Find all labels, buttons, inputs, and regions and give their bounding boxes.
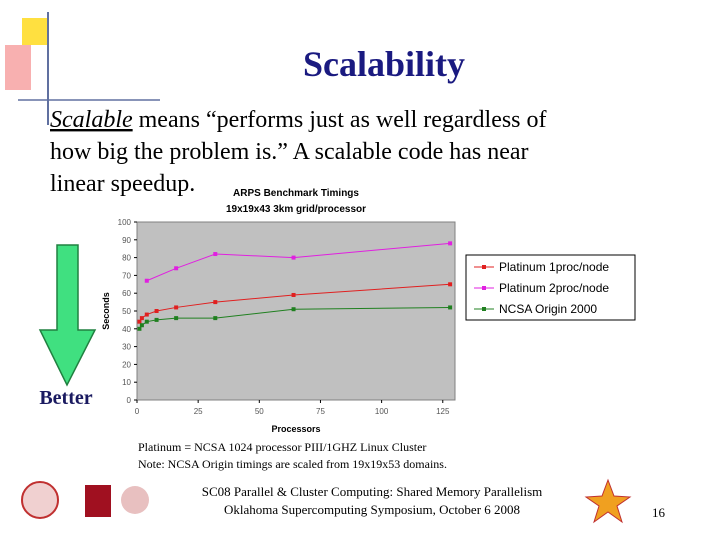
point [291, 307, 296, 312]
point [154, 317, 159, 322]
x-tick-label: 100 [375, 407, 389, 416]
point [291, 255, 296, 260]
decor-yellow [22, 18, 49, 45]
page-number: 16 [652, 505, 666, 520]
body-line: linear speedup. [50, 171, 195, 197]
x-tick-label: 125 [436, 407, 450, 416]
point [174, 266, 179, 271]
body-term: Scalable [50, 107, 133, 133]
x-tick-label: 25 [194, 407, 203, 416]
point [144, 319, 149, 324]
x-axis-title: Processors [271, 424, 320, 434]
y-tick-label: 100 [118, 218, 132, 227]
point [448, 241, 453, 246]
note: Platinum = NCSA 1024 processor PIII/1GHZ… [138, 440, 426, 454]
y-tick-label: 80 [122, 254, 131, 263]
legend-label: Platinum 2proc/node [499, 281, 609, 295]
y-tick-label: 50 [122, 307, 131, 316]
body-line: Scalable means “performs just as well re… [50, 107, 547, 133]
point [137, 326, 142, 331]
footer: SC08 Parallel & Cluster Computing: Share… [202, 484, 543, 499]
y-axis-title: Seconds [101, 292, 111, 330]
better-arrow [38, 244, 97, 387]
logo [584, 478, 632, 524]
legend-marker [482, 265, 486, 269]
y-tick-label: 0 [127, 396, 132, 405]
logo [121, 486, 149, 514]
body-text: means “performs just as well regardless … [139, 107, 547, 133]
slide-title: Scalability [303, 44, 465, 84]
body-line: how big the problem is.” A scalable code… [50, 139, 529, 165]
logo [85, 485, 111, 517]
chart-title: ARPS Benchmark Timings [233, 188, 359, 199]
point [448, 305, 453, 310]
point [139, 316, 144, 321]
point [144, 278, 149, 283]
x-tick-label: 75 [316, 407, 325, 416]
point [144, 312, 149, 317]
y-tick-label: 70 [122, 271, 131, 280]
x-tick-label: 50 [255, 407, 264, 416]
y-tick-label: 40 [122, 325, 131, 334]
footer: Oklahoma Supercomputing Symposium, Octob… [224, 502, 520, 517]
point [139, 323, 144, 328]
note: Note: NCSA Origin timings are scaled fro… [138, 457, 447, 471]
point [213, 252, 218, 257]
legend-marker [482, 307, 486, 311]
decor-red [5, 45, 31, 90]
x-tick-label: 0 [135, 407, 140, 416]
point [174, 316, 179, 321]
y-tick-label: 10 [122, 378, 131, 387]
legend-label: Platinum 1proc/node [499, 260, 609, 274]
logo [21, 481, 59, 519]
y-tick-label: 30 [122, 343, 131, 352]
point [213, 300, 218, 305]
y-tick-label: 60 [122, 289, 131, 298]
legend-box [465, 254, 636, 321]
arrow-label: Better [39, 387, 92, 409]
point [291, 292, 296, 297]
chart-subtitle: 19x19x43 3km grid/processor [226, 204, 366, 215]
point [174, 305, 179, 310]
point [154, 309, 159, 313]
point [448, 282, 453, 287]
plot-area [136, 221, 456, 401]
legend-label: NCSA Origin 2000 [499, 302, 597, 316]
point [213, 316, 218, 321]
y-tick-label: 90 [122, 236, 131, 245]
point [137, 319, 142, 324]
legend-marker [482, 286, 486, 290]
y-tick-label: 20 [122, 360, 131, 369]
